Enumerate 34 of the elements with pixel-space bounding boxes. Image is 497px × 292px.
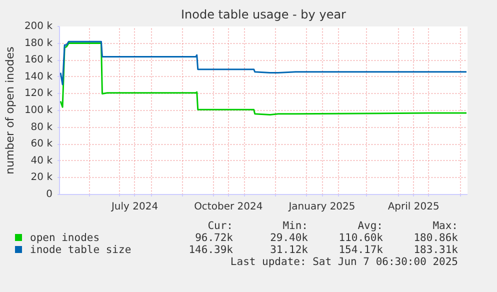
text: Last update: Sat Jun 7 06:30:00 2025 (229, 256, 458, 268)
text: Cur: (206, 220, 233, 232)
text: Min: (282, 220, 308, 232)
text: 96.72k (194, 232, 233, 244)
y-tick-label: 80 k (30, 122, 53, 133)
text: 180.86k (412, 232, 458, 244)
legend-label: inode table size (29, 244, 132, 256)
text: 183.31k (412, 244, 458, 256)
legend-label: open inodes (29, 232, 101, 244)
text: Max: (432, 220, 458, 232)
x-tick-label: October 2024 (194, 202, 263, 212)
text: 146.39k (188, 244, 233, 256)
text: 110.60k (338, 232, 383, 244)
x-tick-label: July 2024 (110, 202, 158, 212)
x-tick-label: April 2025 (388, 202, 440, 212)
y-tick-label: 20 k (30, 172, 53, 184)
y-tick-label: 40 k (30, 155, 53, 166)
y-tick-label: 160 k (24, 54, 53, 66)
line-series (60, 40, 468, 86)
y-tick-label: 100 k (24, 105, 53, 116)
y-tick-label: 200 k (24, 21, 53, 32)
y-tick-label: 60 k (30, 138, 53, 150)
text: Avg: (356, 220, 383, 232)
text: 29.40k (269, 232, 308, 244)
y-tick-label: 120 k (24, 88, 53, 100)
chart-title: Inode table usage - by year (181, 8, 346, 22)
y-tick-label: 140 k (24, 71, 53, 82)
y-tick-label: 0 (46, 189, 53, 200)
line-series (60, 42, 468, 116)
text: 31.12k (269, 244, 308, 256)
y-axis-title: number of open inodes (3, 46, 16, 174)
text: 154.17k (338, 244, 383, 256)
x-tick-label: January 2025 (288, 202, 356, 212)
y-tick-label: 180 k (24, 38, 53, 49)
